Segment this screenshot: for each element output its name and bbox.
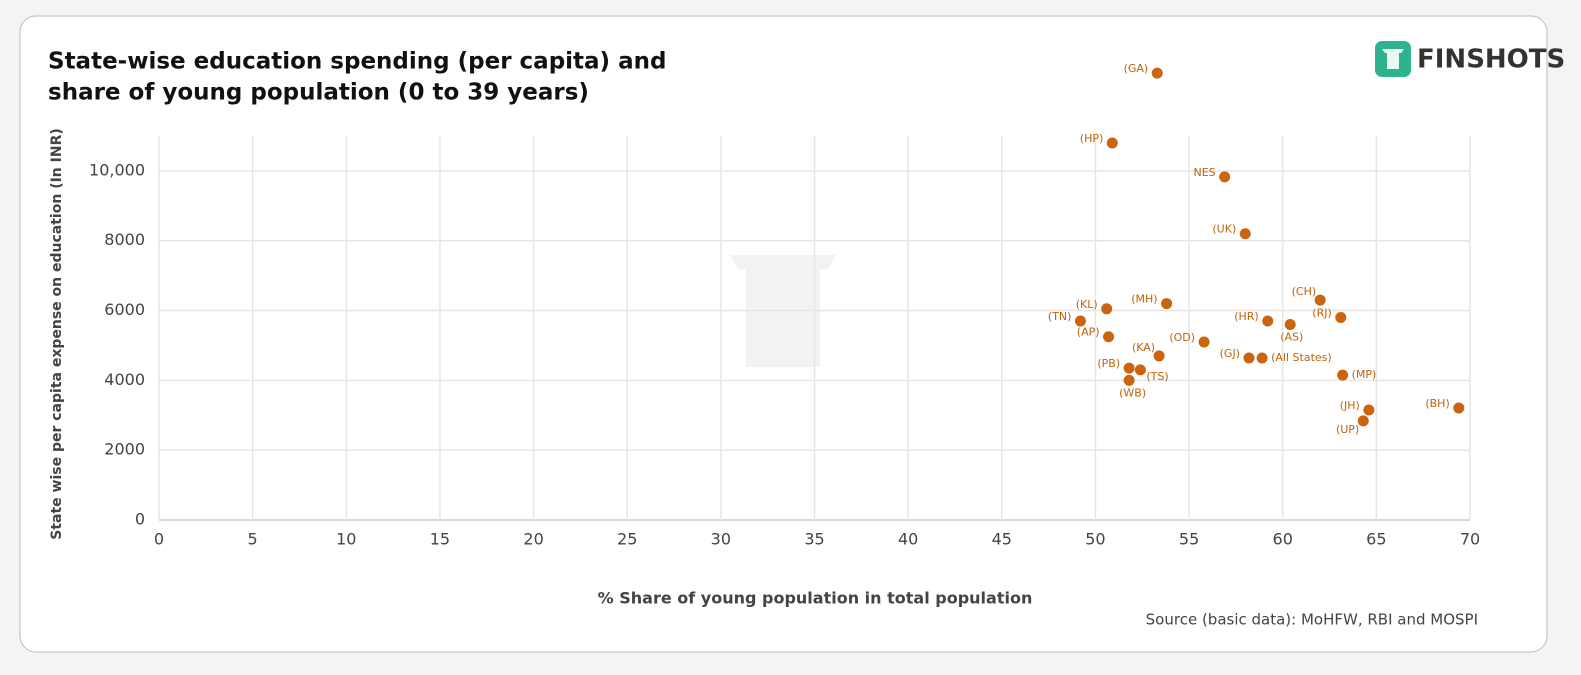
point-label: (TN) <box>1048 310 1072 323</box>
point <box>1123 362 1135 374</box>
brand: FINSHOTS <box>1417 45 1565 75</box>
point-label: NES <box>1193 166 1215 179</box>
chart-title: share of young population (0 to 39 years… <box>48 80 589 106</box>
x-tick-label: 0 <box>154 530 164 549</box>
x-tick-label: 25 <box>617 530 637 549</box>
x-tick-label: 35 <box>804 530 824 549</box>
point-label: (BH) <box>1425 397 1449 410</box>
point-label: (KL) <box>1076 298 1098 311</box>
y-axis-label: State wise per capita expense on educati… <box>49 128 65 540</box>
point-label: (GA) <box>1124 62 1149 75</box>
chart-title: State-wise education spending (per capit… <box>48 49 666 75</box>
point-label: (HP) <box>1080 132 1104 145</box>
y-tick-label: 0 <box>135 510 145 529</box>
point-label: (TS) <box>1146 370 1168 383</box>
point <box>1337 369 1349 381</box>
point <box>1314 294 1326 306</box>
y-tick-label: 2000 <box>104 440 145 459</box>
x-tick-label: 15 <box>430 530 450 549</box>
point-label: (AS) <box>1280 331 1303 344</box>
point <box>1103 331 1115 343</box>
point-label: (HR) <box>1234 310 1259 323</box>
point <box>1239 228 1251 240</box>
x-tick-label: 10 <box>336 530 356 549</box>
point <box>1074 315 1086 327</box>
point-label: (WB) <box>1119 386 1146 399</box>
point <box>1453 402 1465 414</box>
point <box>1256 352 1268 364</box>
y-tick-label: 4000 <box>104 370 145 389</box>
x-tick-label: 65 <box>1366 530 1386 549</box>
point-label: (JH) <box>1340 399 1360 412</box>
logo-icon <box>1375 41 1411 77</box>
point <box>1161 298 1173 310</box>
y-tick-label: 10,000 <box>89 160 145 179</box>
point-label: (GJ) <box>1220 347 1240 360</box>
point-label: (UP) <box>1336 423 1359 436</box>
point <box>1219 171 1231 183</box>
point-label: (MH) <box>1131 293 1157 306</box>
point <box>1151 67 1163 79</box>
point <box>1335 312 1347 324</box>
point-label: (CH) <box>1292 285 1317 298</box>
point <box>1243 352 1255 364</box>
point-label: (KA) <box>1132 341 1155 354</box>
x-axis-label: % Share of young population in total pop… <box>598 589 1033 608</box>
y-tick-label: 6000 <box>104 300 145 319</box>
point <box>1262 315 1274 327</box>
card <box>19 15 1548 653</box>
point-label: (AP) <box>1077 326 1100 339</box>
point <box>1123 374 1135 386</box>
point <box>1134 364 1146 376</box>
x-tick-label: 5 <box>248 530 258 549</box>
x-tick-label: 55 <box>1179 530 1199 549</box>
x-tick-label: 20 <box>523 530 543 549</box>
point-label: (UK) <box>1212 223 1236 236</box>
x-tick-label: 40 <box>898 530 918 549</box>
point <box>1198 336 1210 348</box>
x-tick-label: 45 <box>992 530 1012 549</box>
source: Source (basic data): MoHFW, RBI and MOSP… <box>1146 611 1478 629</box>
point <box>1357 415 1369 427</box>
point <box>1284 319 1296 331</box>
point-label: (MP) <box>1352 368 1377 381</box>
x-tick-label: 60 <box>1273 530 1293 549</box>
point <box>1153 350 1165 362</box>
x-tick-label: 30 <box>711 530 731 549</box>
point <box>1106 137 1118 149</box>
point <box>1101 303 1113 315</box>
point-label: (All States) <box>1271 351 1332 364</box>
y-tick-label: 8000 <box>104 230 145 249</box>
point-label: (RJ) <box>1312 307 1331 320</box>
x-tick-label: 50 <box>1085 530 1105 549</box>
point <box>1363 404 1375 416</box>
point-label: (PB) <box>1097 357 1120 370</box>
point-label: (OD) <box>1169 331 1195 344</box>
x-tick-label: 70 <box>1460 530 1480 549</box>
